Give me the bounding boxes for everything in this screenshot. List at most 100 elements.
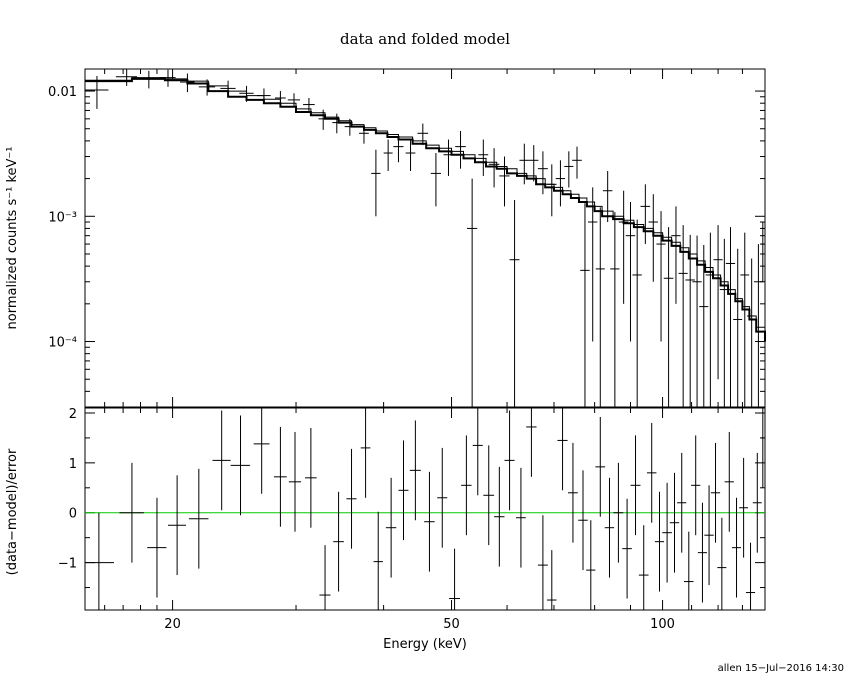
residual-point — [85, 512, 115, 610]
data-point — [509, 199, 520, 407]
residual-point — [409, 420, 421, 521]
data-point — [344, 118, 355, 136]
data-point — [239, 85, 254, 102]
data-point — [740, 232, 750, 407]
data-point — [580, 203, 590, 407]
residual-point — [662, 482, 672, 583]
model-thick-curve — [85, 77, 766, 342]
model-thin-path — [85, 77, 766, 337]
data-point — [287, 93, 301, 108]
data-point — [719, 238, 729, 407]
x-tick-label: 50 — [443, 617, 460, 632]
residual-point — [622, 498, 632, 599]
data-point — [332, 113, 342, 134]
top-panel — [84, 68, 766, 610]
residual-point — [483, 445, 495, 546]
data-point — [115, 69, 138, 86]
residual-point — [691, 435, 701, 536]
data-point — [417, 123, 429, 146]
data-point — [383, 139, 393, 171]
top-y-tick-label: 10⁻⁴ — [48, 336, 77, 351]
bottom-y-tick-labels: 2 1 0 −1 — [58, 407, 765, 589]
residual-point — [253, 408, 270, 494]
x-tick-label: 100 — [650, 617, 675, 632]
residual-point — [557, 408, 568, 491]
data-point — [257, 88, 271, 104]
data-point — [685, 234, 695, 407]
data-point — [546, 164, 557, 217]
residual-point — [710, 442, 721, 543]
data-point — [488, 148, 500, 188]
residual-point — [147, 497, 167, 598]
residual-point — [638, 525, 649, 610]
residual-point — [578, 470, 588, 571]
residual-point — [373, 511, 383, 610]
residual-point — [504, 410, 515, 511]
residual-point — [424, 471, 435, 572]
data-point — [85, 75, 109, 109]
top-y-axis-label: normalized counts s⁻¹ keV⁻¹ — [5, 147, 20, 330]
residual-point — [212, 410, 231, 511]
data-point — [499, 156, 510, 207]
data-point — [359, 124, 369, 144]
residual-point — [319, 545, 331, 610]
residual-point — [230, 415, 251, 516]
bottom-y-tick-label: 2 — [69, 407, 77, 422]
data-point — [713, 225, 723, 380]
data-point — [625, 202, 636, 342]
model-thick-path — [85, 77, 766, 342]
timestamp-stamp: allen 15−Jul−2016 14:30 — [717, 663, 844, 674]
residual-point — [568, 442, 578, 543]
data-point — [140, 70, 157, 89]
residual-point — [398, 440, 409, 541]
data-point — [393, 134, 404, 163]
data-point — [725, 227, 736, 407]
data-point — [671, 206, 681, 304]
data-point — [588, 187, 598, 342]
residual-point — [537, 515, 548, 610]
residual-point — [752, 452, 762, 553]
data-point — [747, 258, 757, 407]
residual-point — [760, 408, 765, 488]
residual-point — [604, 477, 615, 578]
x-axis-label: Energy (keV) — [383, 637, 467, 652]
residual-point — [526, 408, 537, 477]
data-point — [663, 227, 674, 407]
bottom-y-axis-label: (data−model)/error — [5, 448, 20, 575]
residual-point — [385, 477, 397, 578]
data-point — [678, 225, 688, 407]
residual-point — [346, 448, 357, 549]
residual-point — [613, 462, 624, 563]
data-point — [519, 143, 530, 185]
residual-point — [305, 427, 317, 528]
data-point — [443, 139, 454, 176]
model-thin-curve — [85, 77, 766, 337]
residual-point — [697, 502, 707, 603]
data-point — [632, 219, 642, 407]
data-point — [699, 244, 709, 407]
residual-point — [724, 431, 734, 532]
residual-point — [704, 485, 714, 586]
data-point — [478, 139, 489, 176]
data-point — [160, 69, 176, 87]
residual-point — [288, 431, 302, 532]
x-tick-label: 20 — [164, 617, 181, 632]
residual-point — [437, 447, 448, 548]
residual-point — [646, 422, 657, 523]
data-point — [733, 248, 743, 407]
data-point — [430, 153, 442, 207]
data-point — [220, 80, 236, 98]
bottom-y-tick-label: 0 — [69, 507, 77, 522]
data-point — [602, 170, 613, 223]
residual-point — [731, 497, 742, 598]
data-point — [753, 244, 763, 407]
residual-point — [188, 468, 209, 569]
residual-point — [360, 408, 371, 498]
residual-point — [717, 517, 727, 610]
data-point — [692, 235, 702, 407]
residual-point — [684, 531, 694, 610]
data-points — [85, 69, 765, 407]
data-point — [466, 178, 478, 407]
residual-point — [595, 416, 606, 517]
data-point — [572, 146, 582, 179]
